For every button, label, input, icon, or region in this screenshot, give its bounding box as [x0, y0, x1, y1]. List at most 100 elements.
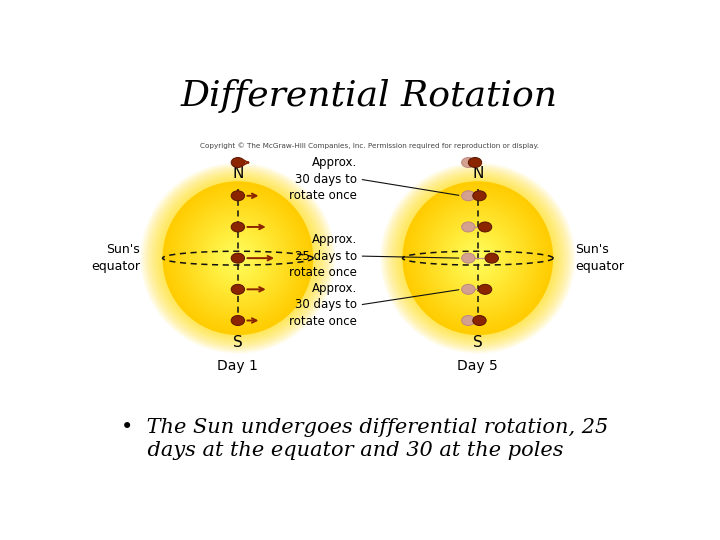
Ellipse shape	[399, 178, 557, 338]
Text: Sun's
equator: Sun's equator	[91, 243, 140, 273]
Circle shape	[231, 253, 245, 263]
Ellipse shape	[146, 168, 329, 349]
Text: Differential Rotation: Differential Rotation	[181, 79, 557, 113]
Ellipse shape	[423, 202, 532, 314]
Ellipse shape	[181, 200, 295, 316]
Ellipse shape	[436, 215, 520, 301]
Circle shape	[485, 253, 498, 263]
Ellipse shape	[153, 173, 323, 343]
Ellipse shape	[380, 163, 575, 354]
Text: Day 5: Day 5	[457, 359, 498, 373]
Text: N: N	[472, 166, 484, 181]
Ellipse shape	[211, 231, 265, 286]
Ellipse shape	[151, 172, 324, 345]
Circle shape	[462, 315, 475, 326]
Ellipse shape	[199, 218, 277, 298]
Ellipse shape	[189, 209, 286, 307]
Ellipse shape	[394, 174, 562, 342]
Ellipse shape	[472, 252, 484, 264]
Ellipse shape	[420, 200, 535, 316]
Ellipse shape	[163, 181, 313, 335]
Ellipse shape	[155, 175, 320, 341]
Circle shape	[478, 285, 492, 294]
Ellipse shape	[208, 227, 268, 289]
Ellipse shape	[158, 177, 318, 339]
Ellipse shape	[451, 231, 505, 286]
Ellipse shape	[161, 180, 315, 336]
Ellipse shape	[392, 172, 564, 345]
Circle shape	[231, 315, 245, 326]
Ellipse shape	[387, 168, 568, 348]
Ellipse shape	[202, 221, 274, 295]
Ellipse shape	[149, 170, 327, 347]
Ellipse shape	[426, 206, 529, 310]
Text: Approx.
30 days to
rotate once: Approx. 30 days to rotate once	[289, 156, 356, 202]
Ellipse shape	[160, 179, 315, 337]
Text: S: S	[473, 335, 482, 350]
Ellipse shape	[166, 184, 310, 332]
Text: Day 1: Day 1	[217, 359, 258, 373]
Ellipse shape	[143, 165, 333, 352]
Circle shape	[462, 191, 475, 201]
Ellipse shape	[412, 191, 544, 326]
Circle shape	[231, 285, 245, 294]
Ellipse shape	[174, 193, 301, 323]
Text: N: N	[232, 166, 243, 181]
Ellipse shape	[229, 249, 247, 267]
Ellipse shape	[217, 237, 259, 280]
Ellipse shape	[140, 163, 336, 354]
Text: days at the equator and 30 at the poles: days at the equator and 30 at the poles	[121, 441, 563, 460]
Ellipse shape	[433, 212, 523, 305]
Text: Approx.
30 days to
rotate once: Approx. 30 days to rotate once	[289, 282, 356, 328]
Ellipse shape	[401, 180, 554, 336]
Text: S: S	[233, 335, 243, 350]
Circle shape	[231, 222, 245, 232]
Ellipse shape	[204, 224, 271, 292]
Ellipse shape	[418, 197, 538, 320]
Circle shape	[231, 158, 245, 167]
Text: Approx.
25 days to
rotate once: Approx. 25 days to rotate once	[289, 233, 356, 279]
Ellipse shape	[150, 171, 325, 346]
Ellipse shape	[168, 187, 307, 329]
Ellipse shape	[235, 255, 241, 261]
Ellipse shape	[460, 240, 496, 276]
Ellipse shape	[193, 212, 283, 305]
Ellipse shape	[382, 165, 573, 352]
Ellipse shape	[156, 176, 320, 340]
Ellipse shape	[408, 187, 547, 329]
Ellipse shape	[395, 175, 561, 341]
Ellipse shape	[384, 166, 572, 350]
Circle shape	[478, 222, 492, 232]
Ellipse shape	[445, 224, 511, 292]
Text: Copyright © The McGraw-Hill Companies, Inc. Permission required for reproduction: Copyright © The McGraw-Hill Companies, I…	[199, 143, 539, 149]
Ellipse shape	[466, 246, 490, 271]
Ellipse shape	[171, 191, 304, 326]
Ellipse shape	[196, 215, 280, 301]
Ellipse shape	[454, 233, 502, 283]
Ellipse shape	[405, 184, 550, 332]
Ellipse shape	[184, 202, 292, 314]
Ellipse shape	[389, 170, 567, 347]
Text: •  The Sun undergoes differential rotation, 25: • The Sun undergoes differential rotatio…	[121, 418, 608, 437]
Ellipse shape	[148, 168, 328, 348]
Ellipse shape	[474, 255, 481, 261]
Ellipse shape	[144, 166, 332, 350]
Ellipse shape	[186, 206, 289, 310]
Ellipse shape	[145, 167, 330, 349]
Ellipse shape	[178, 197, 298, 320]
Circle shape	[462, 222, 475, 232]
Circle shape	[231, 191, 245, 201]
Ellipse shape	[415, 193, 541, 323]
Ellipse shape	[141, 164, 334, 353]
Circle shape	[462, 253, 475, 263]
Ellipse shape	[385, 167, 570, 349]
Ellipse shape	[387, 168, 570, 349]
Ellipse shape	[469, 249, 487, 267]
Ellipse shape	[222, 243, 253, 274]
Ellipse shape	[214, 233, 262, 283]
Ellipse shape	[397, 177, 558, 339]
Ellipse shape	[430, 209, 526, 307]
Ellipse shape	[220, 240, 256, 276]
Ellipse shape	[154, 174, 322, 342]
Ellipse shape	[456, 237, 499, 280]
